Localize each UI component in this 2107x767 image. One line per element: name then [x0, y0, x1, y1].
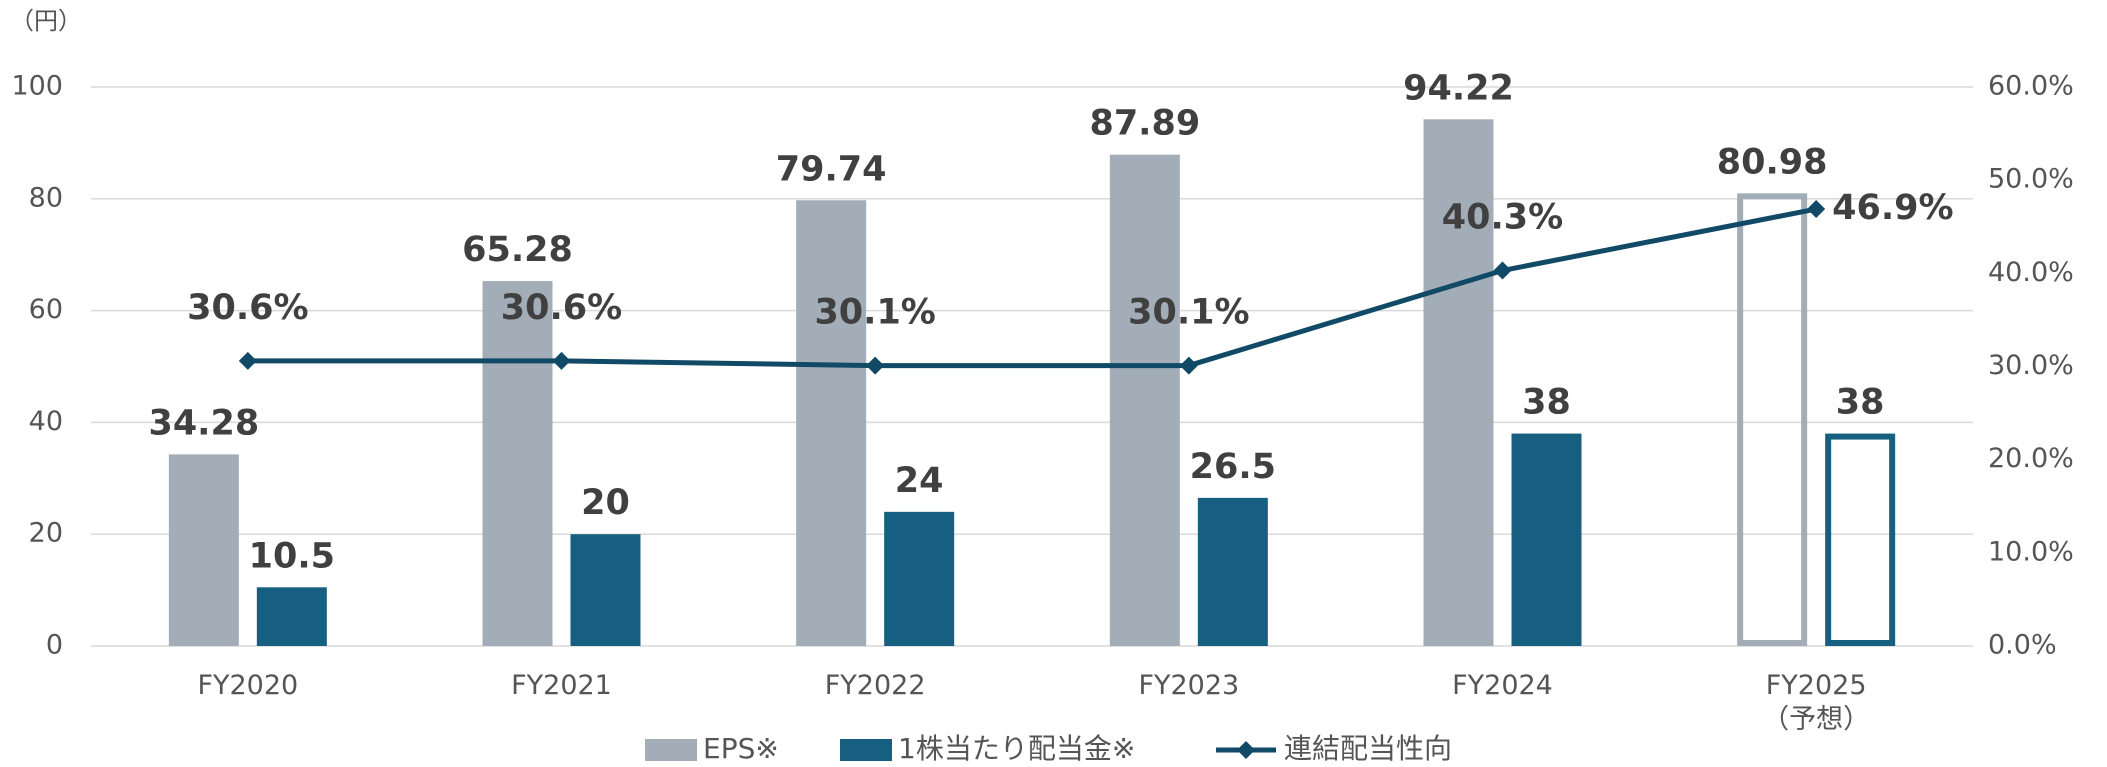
- bar-value-label: 34.28: [148, 403, 259, 443]
- y-tick-label: 20: [29, 518, 63, 549]
- bar: [884, 511, 955, 646]
- line-value-label: 30.1%: [814, 293, 935, 333]
- line-marker: [1493, 261, 1512, 280]
- y2-tick-label: 50.0%: [1988, 164, 2074, 195]
- bar-value-label: 38: [1522, 383, 1571, 423]
- line-value-label: 46.9%: [1832, 188, 1953, 228]
- x-tick-label-line: FY2022: [825, 670, 926, 701]
- x-tick-label: FY2024: [1452, 670, 1553, 701]
- bar-value-label: 10.5: [249, 536, 335, 576]
- x-tick-label: FY2025 （予想）: [1762, 670, 1870, 735]
- y2-tick-label: 10.0%: [1988, 536, 2074, 567]
- bar: [1109, 154, 1180, 647]
- x-tick-label: FY2023: [1138, 670, 1239, 701]
- y-tick-label: 100: [11, 71, 63, 102]
- bar: [168, 454, 239, 646]
- y2-tick-label: 60.0%: [1988, 71, 2074, 102]
- line-marker: [1807, 200, 1826, 219]
- bar-value-label: 94.22: [1403, 68, 1514, 108]
- x-tick-label-line: FY2024: [1452, 670, 1553, 701]
- line: [247, 206, 1817, 369]
- y2-tick-label: 40.0%: [1988, 257, 2074, 288]
- x-tick-label-line: （予想）: [1762, 704, 1870, 735]
- y-tick-label: 80: [29, 182, 63, 213]
- bar-value-label: 24: [895, 461, 944, 501]
- x-tick-label-line: FY2021: [511, 670, 612, 701]
- bar-value-label: 79.74: [776, 149, 887, 189]
- x-tick-label-line: FY2020: [197, 670, 298, 701]
- bar: [1197, 497, 1268, 646]
- bar-value-label: 65.28: [462, 230, 573, 270]
- bar-value-label: 38: [1836, 383, 1885, 423]
- bar: [256, 587, 327, 646]
- y2-tick-label: 30.0%: [1988, 350, 2074, 381]
- legend-label: EPS※: [703, 732, 779, 765]
- line-value-label: 30.1%: [1128, 293, 1249, 333]
- bar-value-label: 26.5: [1190, 447, 1276, 487]
- bar: [1423, 119, 1494, 647]
- legend-label: 1株当たり配当金※: [898, 732, 1135, 765]
- bar-value-label: 87.89: [1089, 104, 1200, 144]
- x-tick-label: FY2022: [825, 670, 926, 701]
- x-tick-label-line: FY2023: [1138, 670, 1239, 701]
- line-value-label: 30.6%: [501, 288, 622, 328]
- x-tick-label: FY2021: [511, 670, 612, 701]
- bar-forecast: [1825, 433, 1896, 646]
- line-marker: [552, 351, 571, 370]
- y2-tick-label: 20.0%: [1988, 443, 2074, 474]
- y2-tick-label: 0.0%: [1988, 630, 2057, 661]
- line-marker: [1179, 356, 1198, 375]
- bar-value-label: 80.98: [1717, 142, 1828, 182]
- bar: [1511, 433, 1582, 646]
- bar: [570, 534, 641, 646]
- x-tick-label-line: FY2025: [1766, 670, 1867, 701]
- y-tick-label: 60: [29, 294, 63, 325]
- y-tick-label: 0: [46, 630, 63, 661]
- legend-marker: [1237, 741, 1255, 759]
- bar: [482, 281, 553, 646]
- line-marker: [238, 351, 257, 370]
- y-axis-unit: （円）: [10, 7, 82, 35]
- legend-swatch: [840, 739, 892, 761]
- bar-forecast: [1737, 193, 1808, 646]
- bar: [796, 200, 867, 646]
- x-tick-label: FY2020: [197, 670, 298, 701]
- line-value-label: 30.6%: [187, 288, 308, 328]
- legend-swatch: [645, 739, 697, 761]
- legend-label: 連結配当性向: [1284, 732, 1452, 765]
- line-value-label: 40.3%: [1442, 198, 1563, 238]
- line-marker: [866, 356, 885, 375]
- bar-value-label: 20: [581, 483, 630, 523]
- y-tick-label: 40: [29, 406, 63, 437]
